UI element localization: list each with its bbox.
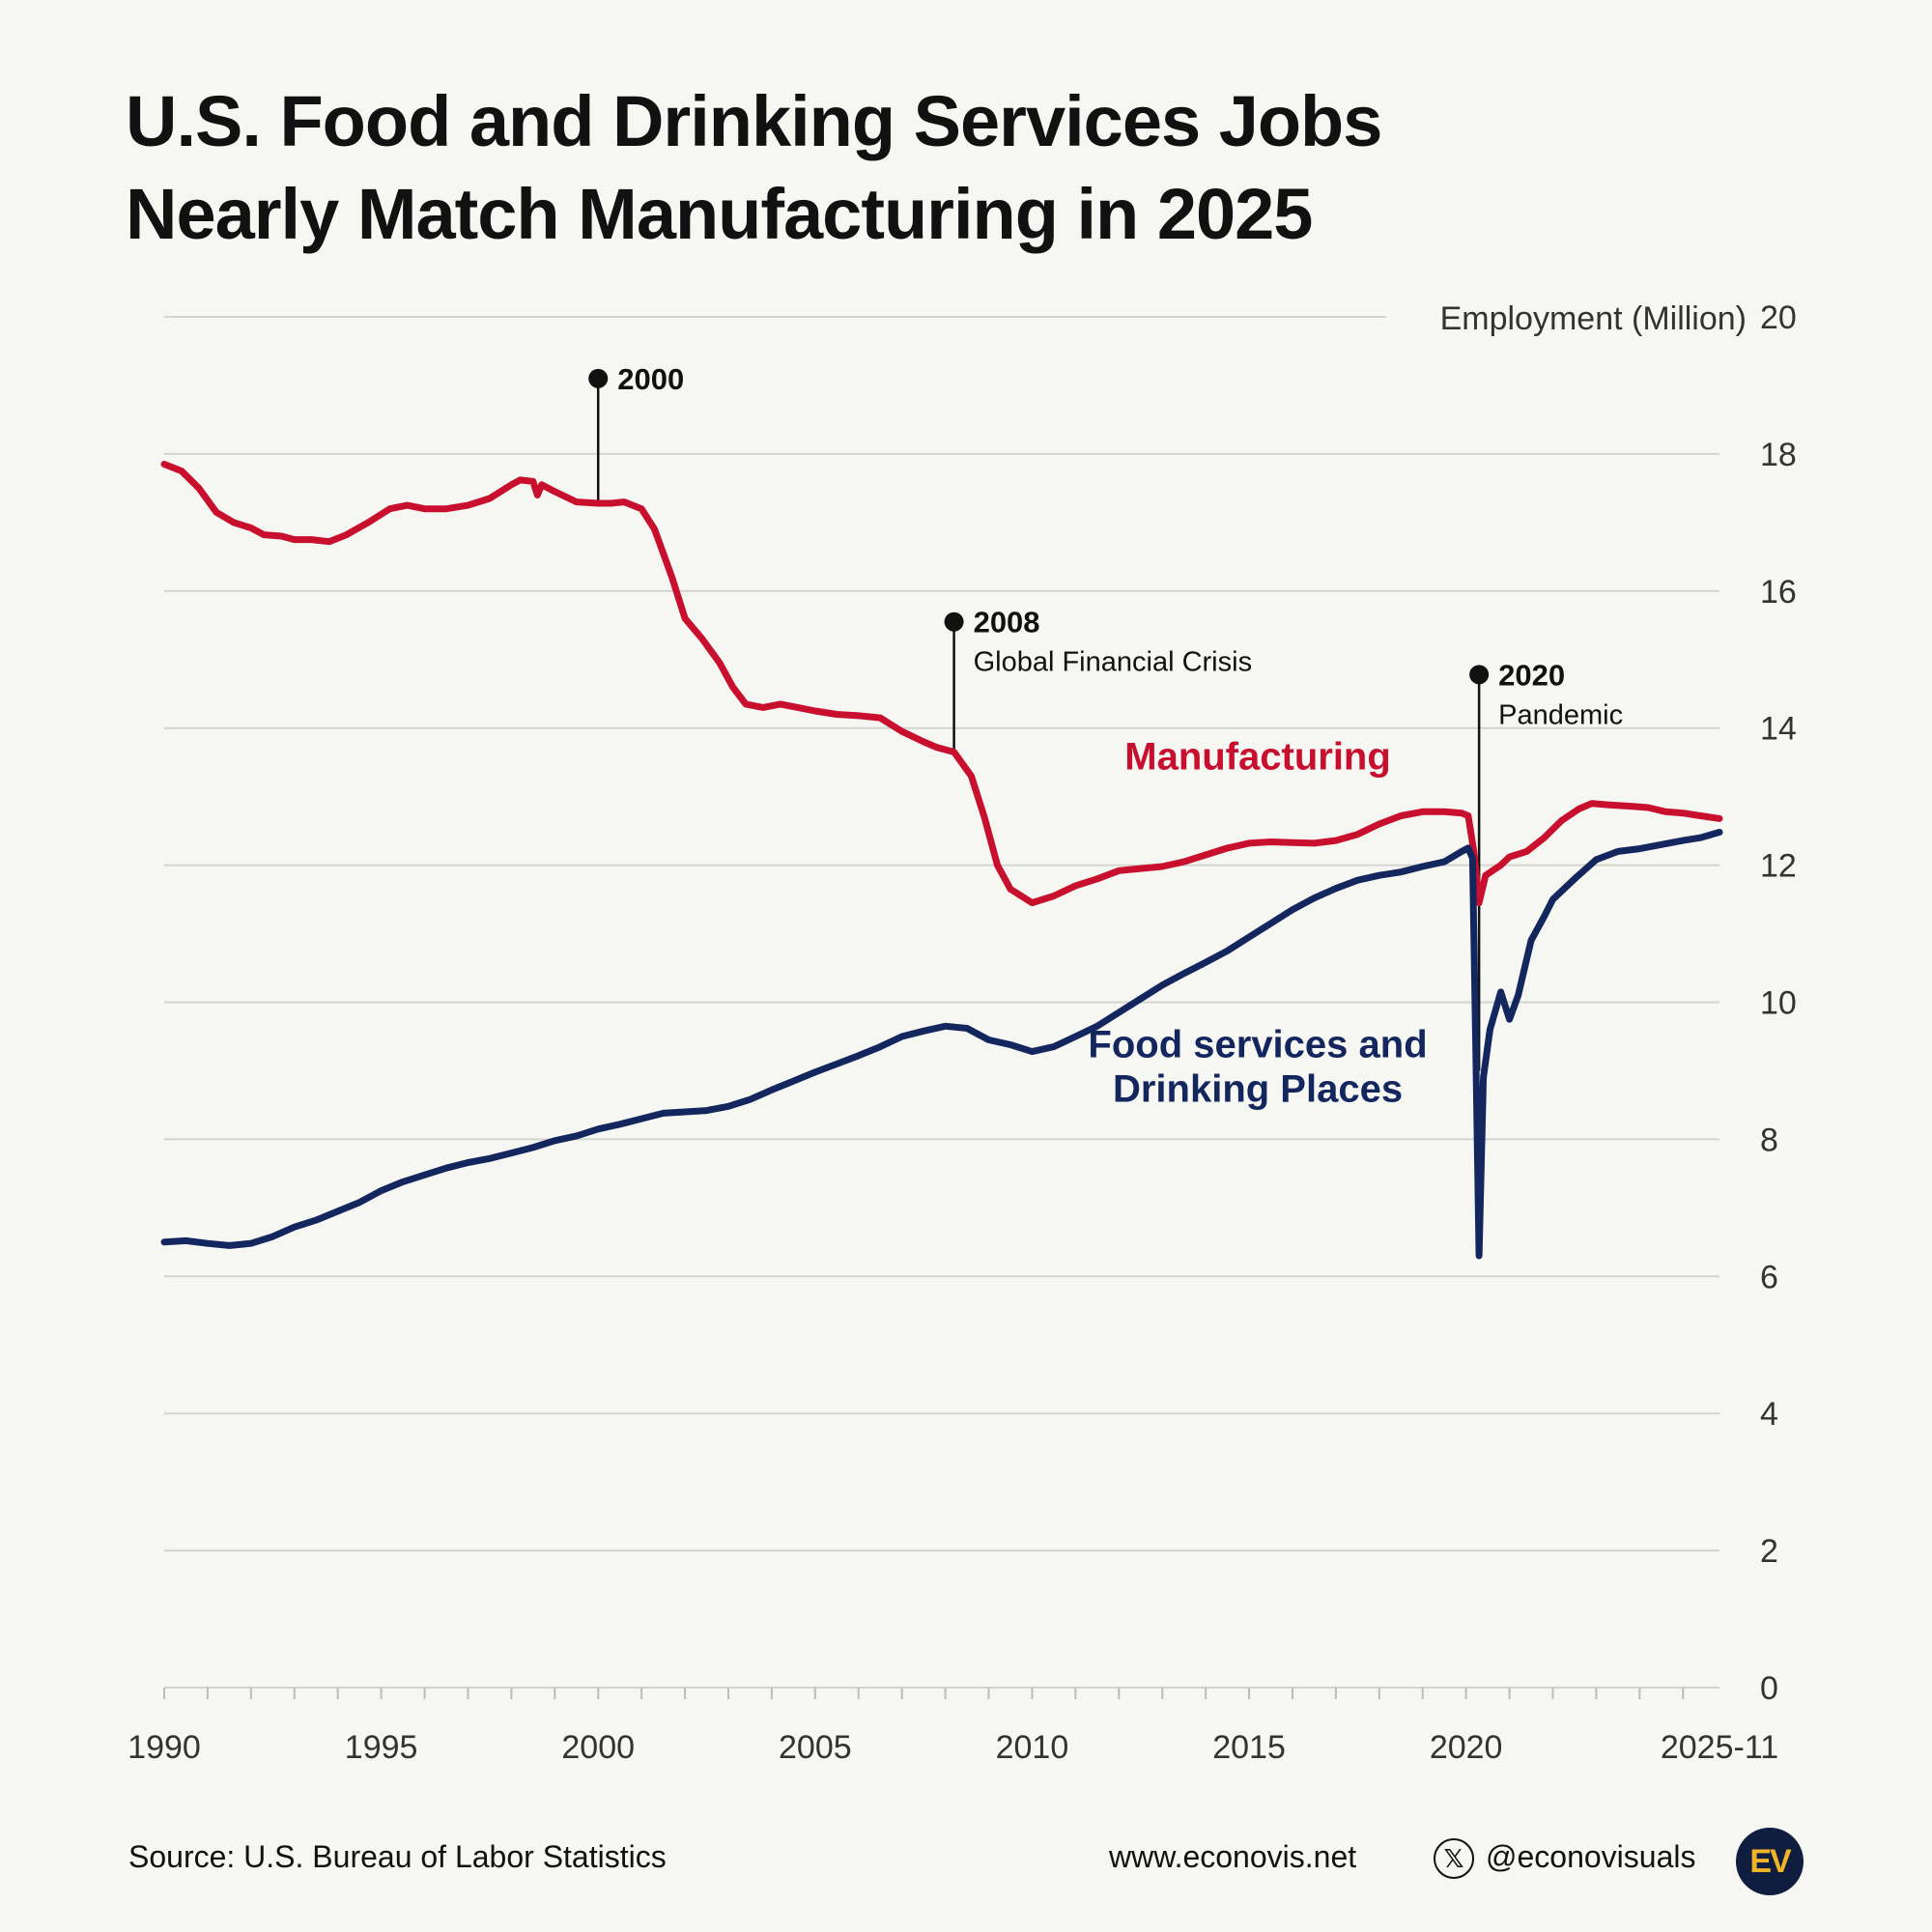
x-tick-label: 1995 xyxy=(345,1729,418,1766)
source-note: Source: U.S. Bureau of Labor Statistics xyxy=(128,1839,667,1874)
x-tick-label: 2020 xyxy=(1430,1729,1503,1766)
annotation-year: 2020 xyxy=(1498,658,1565,692)
food-services-label: Food services and xyxy=(1088,1023,1427,1065)
y-tick-label: 0 xyxy=(1760,1670,1778,1707)
y-tick-label: 4 xyxy=(1760,1396,1778,1433)
y-tick-label: 14 xyxy=(1760,711,1797,748)
annotation-marker xyxy=(944,611,964,632)
y-tick-label: 10 xyxy=(1760,985,1797,1022)
x-icon: 𝕏 xyxy=(1434,1838,1474,1879)
chart-title: U.S. Food and Drinking Services Jobs Nea… xyxy=(126,75,1382,261)
food-services-label-line2: Drinking Places xyxy=(1113,1067,1403,1110)
y-tick-label: 16 xyxy=(1760,574,1797,611)
econovis-logo: EV xyxy=(1736,1828,1804,1895)
x-tick-label: 2000 xyxy=(561,1729,635,1766)
annotation-year: 2000 xyxy=(617,362,684,396)
website-link[interactable]: www.econovis.net xyxy=(1109,1839,1357,1874)
social-handle[interactable]: @econovisuals xyxy=(1486,1839,1696,1874)
x-tick-label: 2025-11 xyxy=(1661,1729,1778,1766)
logo-text: EV xyxy=(1749,1842,1791,1880)
annotation-subtitle: Pandemic xyxy=(1498,699,1623,730)
x-glyph: 𝕏 xyxy=(1443,1844,1464,1873)
title-line-1: U.S. Food and Drinking Services Jobs xyxy=(126,81,1382,161)
manufacturing-label: Manufacturing xyxy=(1124,735,1391,778)
y-tick-label: 20 xyxy=(1760,299,1797,336)
title-line-2: Nearly Match Manufacturing in 2025 xyxy=(126,174,1313,254)
x-tick-label: 1990 xyxy=(128,1729,201,1766)
manufacturing-line xyxy=(160,461,1723,907)
y-tick-label: 2 xyxy=(1760,1533,1778,1570)
y-tick-label: 6 xyxy=(1760,1259,1778,1295)
annotation-subtitle: Global Financial Crisis xyxy=(974,647,1253,678)
y-tick-label: 8 xyxy=(1760,1122,1778,1158)
x-tick-label: 2010 xyxy=(996,1729,1069,1766)
food-services-line xyxy=(160,829,1723,1260)
x-tick-label: 2015 xyxy=(1212,1729,1286,1766)
annotation-marker xyxy=(588,368,609,388)
y-axis-label: Employment (Million) xyxy=(1440,300,1747,337)
y-tick-label: 12 xyxy=(1760,848,1797,885)
y-tick-label: 18 xyxy=(1760,437,1797,473)
annotation-year: 2008 xyxy=(974,606,1040,639)
x-tick-label: 2005 xyxy=(779,1729,852,1766)
annotation-marker xyxy=(1469,665,1490,685)
